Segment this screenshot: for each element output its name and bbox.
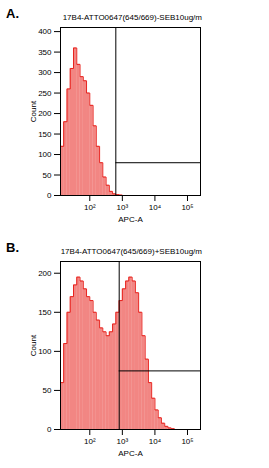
svg-text:10³: 10³	[117, 437, 129, 446]
svg-text:350: 350	[38, 48, 52, 57]
svg-text:200: 200	[38, 269, 52, 278]
html-text:A.: A.	[6, 6, 19, 21]
svg-text:10²: 10²	[84, 437, 96, 446]
svg-text:100: 100	[38, 347, 52, 356]
svg-text:150: 150	[38, 308, 52, 317]
svg-text:300: 300	[38, 68, 52, 77]
svg-text:10²: 10²	[84, 203, 96, 212]
svg-text:10⁴: 10⁴	[149, 203, 162, 212]
html-text:17B4-ATTO0647(645/669)-SEB10ug: 17B4-ATTO0647(645/669)-SEB10ug/m	[62, 13, 202, 22]
svg-text:10³: 10³	[117, 203, 129, 212]
svg-text:0: 0	[47, 425, 52, 434]
svg-text:100: 100	[38, 150, 52, 159]
svg-text:Count: Count	[29, 100, 38, 122]
svg-text:10⁵: 10⁵	[181, 437, 193, 446]
html-text:B.: B.	[6, 240, 19, 255]
svg-text:Count: Count	[29, 334, 38, 356]
svg-text:250: 250	[38, 89, 52, 98]
svg-text:APC-A: APC-A	[118, 215, 143, 224]
html-text:17B4-ATTO0647(645/669)+SEB10ug: 17B4-ATTO0647(645/669)+SEB10ug/m	[60, 247, 202, 256]
svg-text:0: 0	[47, 191, 52, 200]
svg-text:10⁴: 10⁴	[149, 437, 162, 446]
svg-text:APC-A: APC-A	[118, 449, 143, 458]
svg-text:50: 50	[43, 171, 52, 180]
svg-text:200: 200	[38, 109, 52, 118]
svg-text:50: 50	[43, 386, 52, 395]
svg-text:10⁵: 10⁵	[181, 203, 193, 212]
svg-text:400: 400	[38, 27, 52, 36]
svg-text:150: 150	[38, 130, 52, 139]
